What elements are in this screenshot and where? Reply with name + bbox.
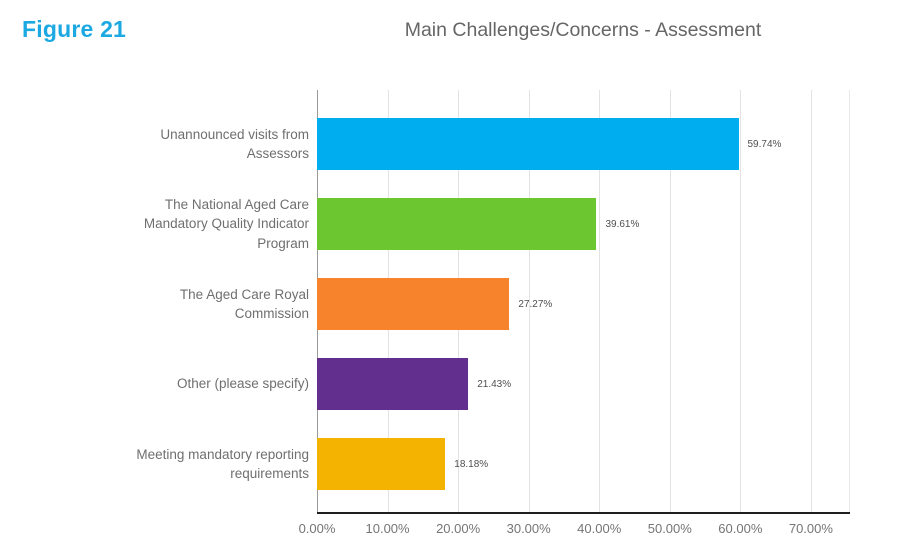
figure-label: Figure 21 (22, 16, 127, 42)
x-tick-labels: 0.00% 10.00% 20.00% 30.00% 40.00% 50.00% 60.00… (299, 521, 849, 541)
x-tick-label: 30.00% (506, 521, 551, 536)
bar (317, 118, 739, 170)
category-label-text: Other (please specify) (176, 376, 309, 392)
bar-row: 18.18% (317, 424, 849, 504)
x-tick-label: 70.00% (788, 521, 833, 536)
bar-row: 39.61% (317, 184, 849, 264)
bar-value-label: 27.27% (518, 298, 553, 310)
bar-value-label: 59.74% (747, 138, 782, 150)
x-tick-label: 60.00% (718, 521, 763, 536)
category-label: Other (please specify) (109, 344, 309, 424)
category-label-text: Unannounced visits from Assessors (160, 126, 309, 161)
category-label-text: The National Aged Care Mandatory Quality… (143, 197, 309, 251)
category-label: The National Aged Care Mandatory Quality… (109, 184, 309, 264)
gridline (810, 90, 812, 513)
category-labels: Unannounced visits from Assessors The Nat… (109, 104, 309, 504)
bar (317, 198, 597, 250)
bar-value-label: 18.18% (454, 458, 489, 470)
bar-value-label: 39.61% (605, 218, 640, 230)
category-label-text: The Aged Care Royal Commission (179, 286, 309, 321)
x-axis-line (317, 512, 850, 514)
bar-row: 59.74% (317, 104, 849, 184)
gridline (669, 90, 671, 513)
bar-row: 27.27% (317, 264, 849, 344)
category-label: Meeting mandatory reporting requirements (109, 424, 309, 504)
bars-container: 59.74% 39.61% 27.27% 21.43% 18.18% (317, 104, 849, 504)
plot-area: 59.74% 39.61% 27.27% 21.43% 18.18% (317, 90, 850, 514)
bar-row: 21.43% (317, 344, 849, 424)
category-label: Unannounced visits from Assessors (109, 104, 309, 184)
x-tick-label: 20.00% (436, 521, 481, 536)
category-label-text: Meeting mandatory reporting requirements (136, 446, 309, 481)
x-tick-label: 50.00% (647, 521, 692, 536)
category-label: The Aged Care Royal Commission (109, 264, 309, 344)
bar (317, 358, 469, 410)
gridline (599, 90, 601, 513)
x-tick-label: 40.00% (577, 521, 622, 536)
bar (317, 438, 446, 490)
gridline (740, 90, 742, 513)
bar-value-label: 21.43% (477, 378, 512, 390)
x-tick-label: 10.00% (365, 521, 410, 536)
gridline (528, 90, 530, 513)
bar (317, 278, 510, 330)
x-tick-label: 0.00% (298, 521, 336, 536)
chart-title: Main Challenges/Concerns - Assessment (404, 19, 762, 41)
